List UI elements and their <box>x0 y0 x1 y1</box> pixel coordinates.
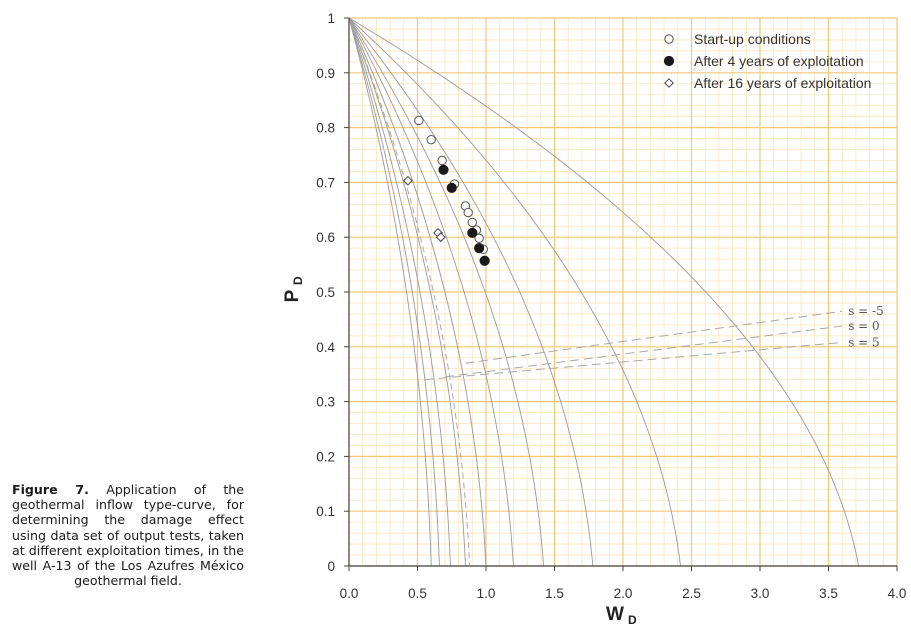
y-tick-label: 0.6 <box>316 230 335 245</box>
axis-labels: W DPD <box>282 276 637 627</box>
caption-label: Figure 7. <box>12 482 89 497</box>
y-tick-label: 1 <box>327 11 335 26</box>
caption-text: Application of the geothermal inflow typ… <box>12 482 244 589</box>
x-tick-label: 1.5 <box>545 586 564 601</box>
y-tick-label: 0.5 <box>316 285 335 300</box>
data-point <box>426 134 436 145</box>
data-point <box>474 243 485 254</box>
dashed-type-curve <box>348 17 487 567</box>
y-axis-label-group: PD <box>282 276 305 302</box>
skin-line-label: s = 5 <box>848 335 879 349</box>
figure-caption: Figure 7. Application of the geothermal … <box>12 482 244 588</box>
x-tick-label: 2.0 <box>614 586 633 601</box>
legend-entry: After 16 years of exploitation <box>694 75 871 91</box>
type-curve <box>348 17 860 567</box>
data-point <box>438 164 449 175</box>
data-point <box>474 233 484 243</box>
type-curve <box>348 17 514 567</box>
y-tick-label: 0.3 <box>316 395 335 410</box>
y-tick-label: 0.4 <box>316 340 335 355</box>
type-curve <box>348 17 451 567</box>
legend-entry: After 4 years of exploitation <box>694 53 864 69</box>
skin-line <box>424 341 843 381</box>
skin-line-label: s = 0 <box>848 319 879 333</box>
dashed-type-curve <box>348 17 471 567</box>
legend-marker <box>663 55 675 67</box>
x-tick-label: 3.0 <box>751 586 770 601</box>
y-tick-label: 0.8 <box>316 121 335 136</box>
type-curve <box>348 17 440 567</box>
data-point <box>437 155 447 166</box>
data-points <box>403 115 490 266</box>
skin-line <box>444 325 843 378</box>
x-axis-label-subscript: D <box>628 613 637 627</box>
legend-marker <box>664 34 674 44</box>
y-axis-label-subscript: D <box>291 276 305 285</box>
data-point <box>435 232 446 243</box>
x-tick-label: 4.0 <box>888 586 907 601</box>
skin-lines: s = -5s = 0 s = 5 <box>424 304 884 381</box>
data-point <box>403 175 413 186</box>
type-curve <box>348 17 466 567</box>
y-tick-label: 0.1 <box>316 504 335 519</box>
tick-labels: 0.0 0.5 1.0 1.5 2.0 2.5 3.0 3.5 4.0 0 0.1 0.2 0.3 0.4… <box>316 11 906 601</box>
type-curves <box>348 17 860 567</box>
y-tick-label: 0.7 <box>316 175 335 190</box>
y-tick-label: 0.2 <box>316 449 335 464</box>
x-axis-label: W <box>606 604 624 625</box>
x-tick-label: 1.0 <box>477 586 496 601</box>
type-curve <box>348 17 544 567</box>
data-point <box>463 207 473 218</box>
skin-line-label: s = -5 <box>848 304 884 318</box>
data-point <box>479 255 490 266</box>
data-point <box>414 115 424 126</box>
type-curve <box>348 17 681 567</box>
data-point <box>446 182 457 193</box>
x-tick-label: 3.5 <box>819 586 838 601</box>
y-tick-label: 0.9 <box>316 66 335 81</box>
legend-marker <box>664 78 674 88</box>
x-tick-label: 2.5 <box>682 586 701 601</box>
y-axis-label: P <box>282 289 303 302</box>
type-curve <box>348 17 432 567</box>
legend: Start-up conditions After 4 years of expl… <box>663 31 871 91</box>
y-tick-label: 0 <box>327 559 335 574</box>
legend-entry: Start-up conditions <box>694 31 811 47</box>
skin-line <box>465 310 843 364</box>
type-curve <box>348 17 594 567</box>
x-tick-label: 0.0 <box>340 586 359 601</box>
data-point <box>467 217 477 228</box>
x-tick-label: 0.5 <box>408 586 427 601</box>
data-point <box>467 227 478 238</box>
